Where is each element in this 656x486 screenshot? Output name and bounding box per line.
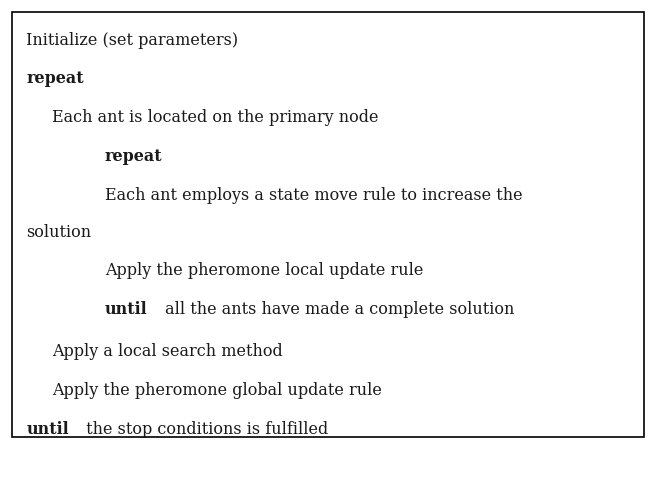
- Text: Each ant is located on the primary node: Each ant is located on the primary node: [52, 109, 379, 126]
- Text: until: until: [105, 301, 148, 318]
- Text: Initialize (set parameters): Initialize (set parameters): [26, 32, 238, 49]
- FancyBboxPatch shape: [12, 12, 644, 437]
- Text: repeat: repeat: [26, 70, 84, 87]
- Text: solution: solution: [26, 224, 91, 241]
- Text: Each ant employs a state move rule to increase the: Each ant employs a state move rule to in…: [105, 187, 523, 204]
- Text: the stop conditions is fulfilled: the stop conditions is fulfilled: [81, 421, 329, 438]
- Text: Apply the pheromone global update rule: Apply the pheromone global update rule: [52, 382, 382, 399]
- Text: Apply a local search method: Apply a local search method: [52, 343, 283, 360]
- Text: until: until: [26, 421, 69, 438]
- Text: all the ants have made a complete solution: all the ants have made a complete soluti…: [160, 301, 514, 318]
- Text: repeat: repeat: [105, 148, 163, 165]
- Text: Apply the pheromone local update rule: Apply the pheromone local update rule: [105, 262, 423, 279]
